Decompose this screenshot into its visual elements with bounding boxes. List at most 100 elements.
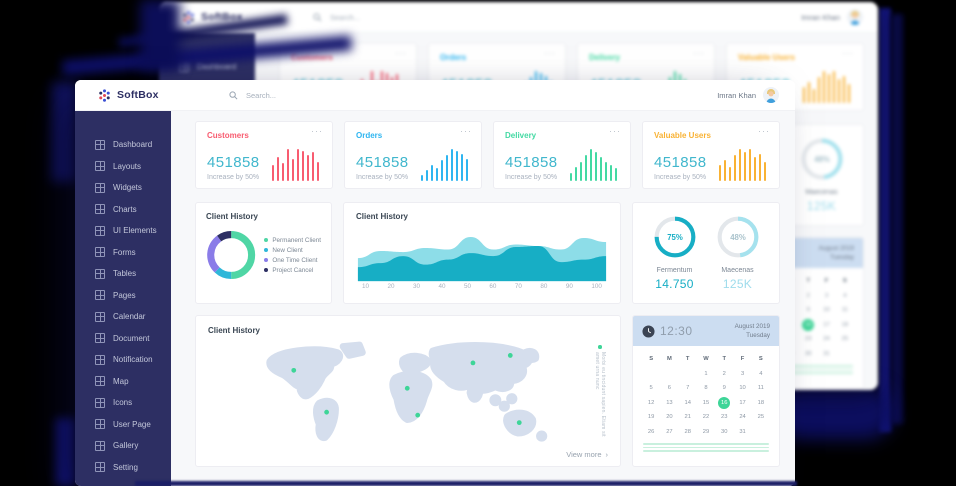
grid-icon — [95, 290, 105, 301]
gauge-label: Maecenas — [721, 267, 754, 274]
donut-chart — [207, 231, 256, 279]
calendar-day-cell: 3 — [824, 292, 829, 299]
user-menu: Imran Khan — [801, 9, 878, 25]
sidebar-item-notification[interactable]: Notification — [75, 349, 171, 371]
calendar-day-cell[interactable]: 25 — [757, 414, 765, 421]
calendar-day-cell[interactable]: 13 — [666, 399, 673, 406]
more-options-icon[interactable]: ··· — [609, 126, 621, 136]
stat-card-title: Customers — [207, 131, 249, 140]
calendar-footer-lines — [633, 438, 779, 452]
calendar-day-cell[interactable]: 19 — [647, 414, 655, 421]
view-more-link[interactable]: View more › — [566, 450, 608, 459]
calendar-day-cell[interactable]: 24 — [739, 414, 746, 421]
calendar-day-cell[interactable]: 3 — [740, 370, 745, 377]
grid-icon — [95, 247, 105, 258]
calendar-day-cell[interactable]: 9 — [722, 385, 726, 392]
calendar-day-cell[interactable]: 20 — [666, 414, 673, 421]
client-history-donut-card: Client History Permanent Client New Clien… — [195, 202, 332, 304]
sidebar-item-tables[interactable]: Tables — [75, 263, 171, 285]
calendar-day-cell[interactable]: 30 — [721, 428, 728, 435]
sidebar-item-gallery[interactable]: Gallery — [75, 435, 171, 457]
app-logo: SoftBox — [159, 10, 301, 25]
calendar-day-cell[interactable]: 1 — [704, 370, 708, 377]
sidebar-item-pages[interactable]: Pages — [75, 285, 171, 307]
stat-card-title: Delivery — [589, 53, 621, 62]
topbar: SoftBox Imran Khan — [159, 2, 878, 33]
calendar-day-cell[interactable]: 18 — [757, 399, 765, 406]
more-options-icon[interactable]: ··· — [460, 126, 472, 136]
month-label: August 2019 — [818, 244, 854, 252]
card-title: Client History — [356, 212, 409, 221]
user-menu[interactable]: Imran Khan — [717, 87, 795, 103]
calendar-day-cell[interactable]: 23 — [721, 414, 728, 421]
user-avatar[interactable] — [763, 87, 779, 103]
calendar-day-selected[interactable]: 16 — [715, 396, 733, 410]
sidebar-item-dashboard[interactable]: Dashboard — [75, 134, 171, 156]
sidebar-item-map[interactable]: Map — [75, 371, 171, 393]
sidebar-item-ui-elements[interactable]: UI Elements — [75, 220, 171, 242]
app-logo[interactable]: SoftBox — [75, 88, 217, 103]
gauge-value: 125K — [722, 277, 753, 291]
map-side-note: Morbi eu tincidunt sapien. Etiam sit ame… — [594, 345, 606, 447]
sparkline-bars — [802, 69, 850, 103]
stat-cards-row: Customers ··· 451858 Increase by 50% Orders ·… — [195, 121, 780, 189]
calendar-day-header: S — [842, 278, 847, 285]
date-labels: August 2019 Tuesday — [735, 322, 770, 341]
calendar-day-header: T — [722, 356, 727, 363]
calendar-day-cell[interactable]: 10 — [739, 385, 746, 392]
calendar-day-cell[interactable]: 8 — [704, 385, 708, 392]
stat-value: 451858 — [654, 154, 707, 171]
calendar-day-cell[interactable]: 28 — [684, 428, 691, 435]
calendar-day-cell[interactable]: 15 — [702, 399, 710, 406]
mid-row: Client History Permanent Client New Clien… — [195, 202, 780, 304]
card-title: Client History — [206, 212, 259, 221]
sidebar-item-label: Dashboard — [197, 62, 237, 72]
clock-icon — [642, 324, 655, 338]
stat-card-title: Orders — [440, 53, 467, 62]
sidebar-item-charts[interactable]: Charts — [75, 199, 171, 221]
grid-icon — [95, 462, 105, 473]
calendar-day-cell[interactable]: 31 — [739, 428, 746, 435]
calendar-day-cell[interactable]: 11 — [757, 385, 764, 392]
sidebar-item-setting[interactable]: Setting — [75, 457, 171, 479]
svg-text:48%: 48% — [814, 155, 830, 164]
sidebar-item-widgets[interactable]: Widgets — [75, 177, 171, 199]
donut-legend: Permanent Client New Client One Time Clien… — [264, 234, 321, 277]
shadow-blob — [56, 418, 76, 486]
calendar-day-header: F — [740, 356, 745, 363]
calendar-day-cell[interactable]: 14 — [684, 399, 691, 406]
stat-value: 451858 — [207, 154, 260, 171]
sidebar-item-label: Forms — [113, 247, 136, 257]
calendar-day-cell[interactable]: 2 — [722, 370, 726, 377]
sidebar-item-user-page[interactable]: User Page — [75, 414, 171, 436]
search-input[interactable] — [244, 89, 368, 101]
calendar-day-cell[interactable]: 21 — [684, 414, 691, 421]
sidebar-item-calendar[interactable]: Calendar — [75, 306, 171, 328]
sidebar-item-document[interactable]: Document — [75, 328, 171, 350]
calendar-day-cell[interactable]: 4 — [759, 370, 763, 377]
calendar-day-cell[interactable]: 7 — [686, 385, 690, 392]
avatar-icon — [847, 9, 863, 25]
sidebar-item-forms[interactable]: Forms — [75, 242, 171, 264]
calendar-day-cell[interactable]: 5 — [649, 385, 653, 392]
calendar-day-cell[interactable]: 22 — [702, 414, 710, 421]
calendar-day-cell[interactable]: 26 — [647, 428, 655, 435]
logo-icon — [183, 10, 194, 24]
sidebar-item-icons[interactable]: Icons — [75, 392, 171, 414]
bottom-row: Client History — [195, 315, 780, 467]
search-box[interactable] — [229, 89, 717, 101]
calendar-day-cell[interactable]: 6 — [667, 385, 672, 392]
legend-item: One Time Client — [264, 257, 321, 264]
gauge-label: Maecenas — [805, 189, 838, 196]
more-options-icon[interactable]: ··· — [758, 126, 770, 136]
calendar-day-cell[interactable]: 29 — [702, 428, 710, 435]
calendar-day-cell: 24 — [823, 336, 830, 343]
more-options-icon[interactable]: ··· — [311, 126, 323, 136]
calendar-day-cell[interactable]: 12 — [647, 399, 655, 406]
user-name: Imran Khan — [801, 12, 840, 22]
area-chart — [357, 236, 607, 282]
calendar-day-cell[interactable]: 27 — [666, 428, 673, 435]
sidebar-item-layouts[interactable]: Layouts — [75, 156, 171, 178]
calendar-day-cell[interactable]: 17 — [739, 399, 746, 406]
